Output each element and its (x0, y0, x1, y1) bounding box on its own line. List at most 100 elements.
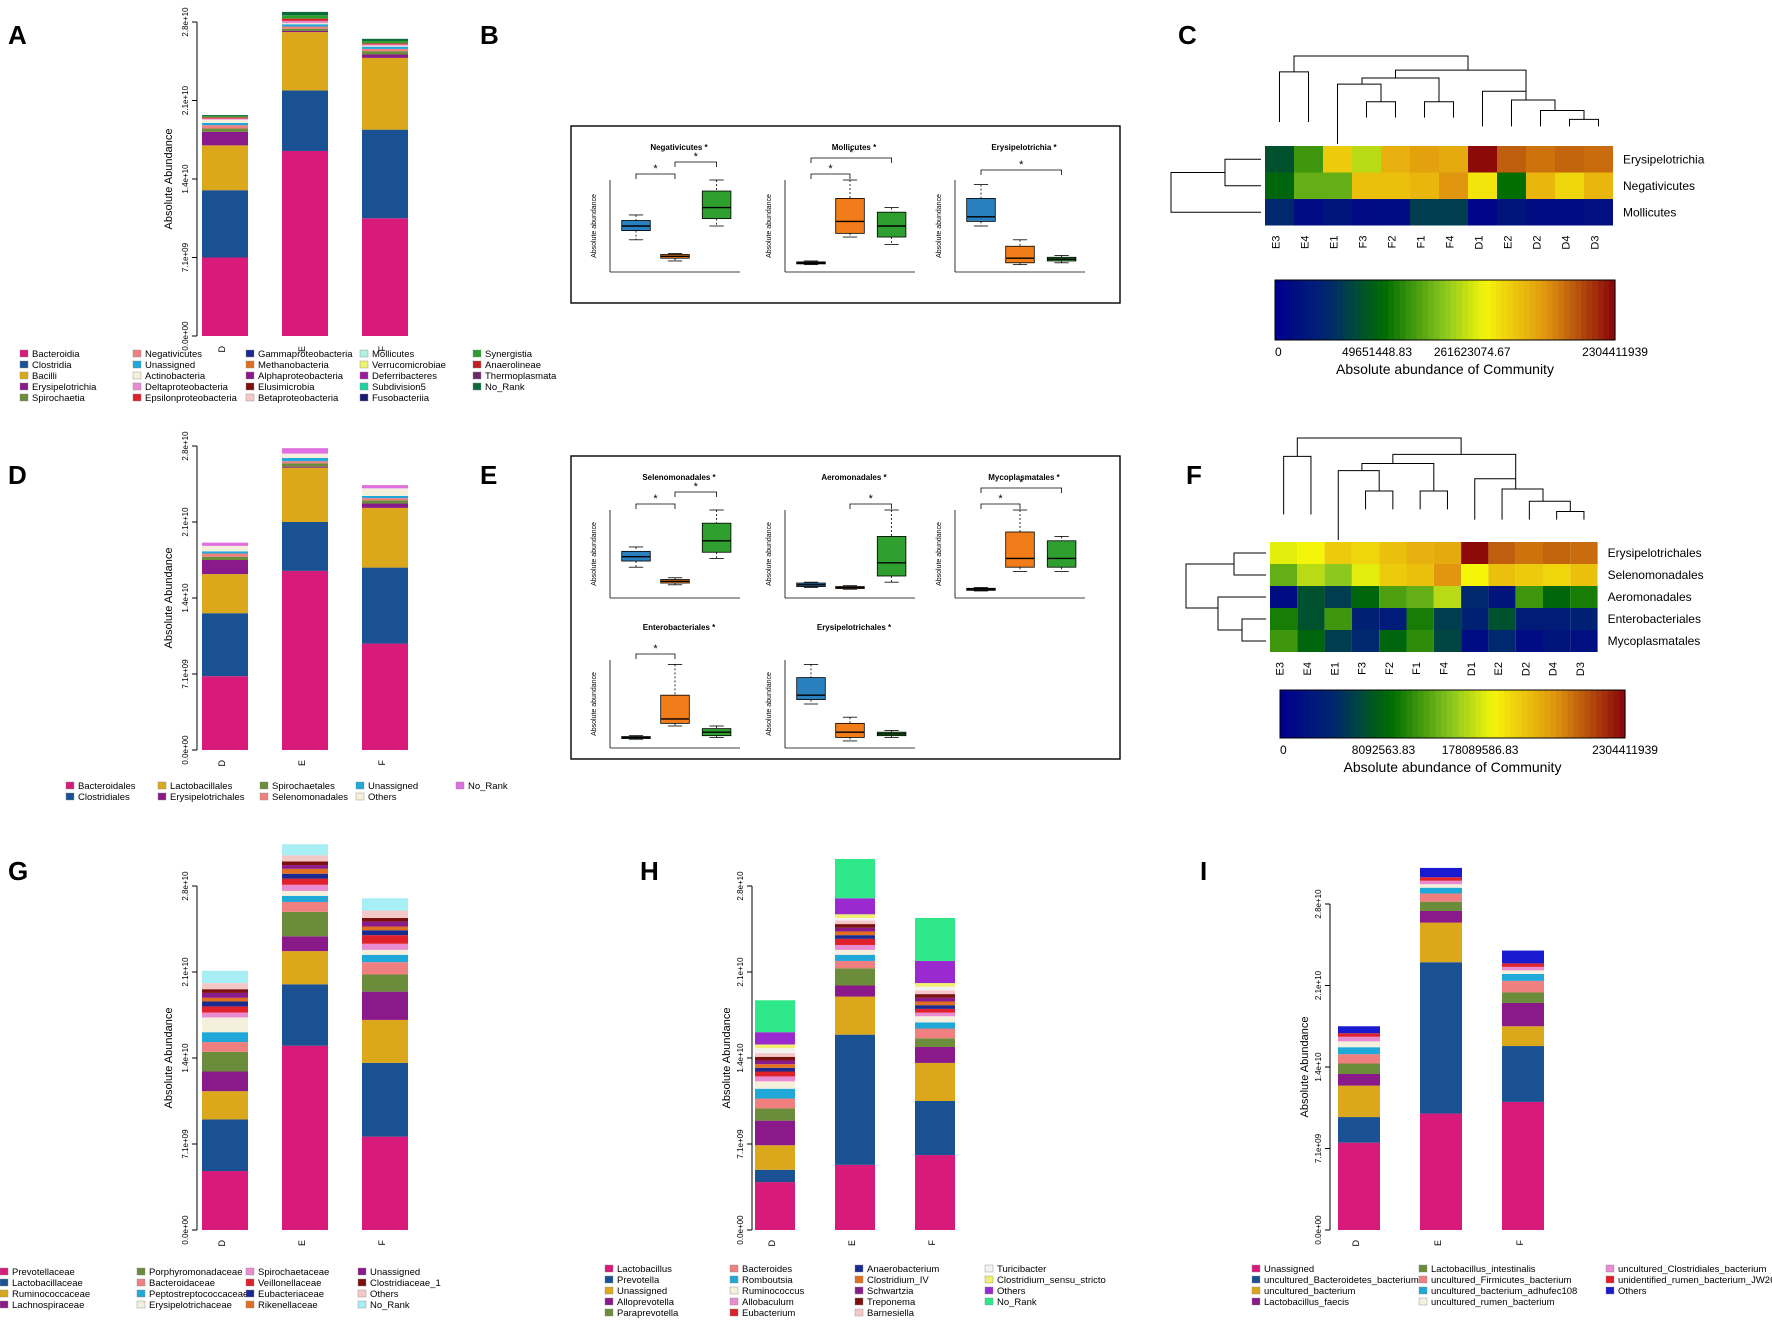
bar-segment (755, 1169, 795, 1183)
color-scale-step (1490, 280, 1497, 340)
heatmap-cell (1379, 586, 1407, 608)
color-scale-step (1388, 280, 1395, 340)
bar-segment (755, 1000, 795, 1033)
boxplot-title: Erysipelotrichales * (817, 623, 892, 632)
bar-segment (362, 51, 408, 55)
bar-segment (835, 898, 875, 915)
bar-segment (282, 30, 328, 33)
color-scale-step (1285, 690, 1293, 738)
dendrogram-branch (1419, 490, 1448, 510)
legend-label: Unassigned (145, 360, 195, 371)
y-tick-label: 1.4e+10 (181, 1043, 190, 1073)
heatmap-cell (1526, 172, 1555, 199)
heatmap-cell (1323, 146, 1352, 173)
bar-segment (1502, 973, 1544, 981)
color-scale-title: Absolute abundance of Community (1344, 759, 1562, 775)
dendrogram-branch (1365, 490, 1394, 510)
color-scale-step (1479, 280, 1486, 340)
bar-segment (1338, 1085, 1380, 1118)
heatmap-cell (1265, 172, 1294, 199)
panel-b-chart: Negativicutes *Absolute abundance**Molli… (570, 125, 1121, 304)
heatmap-cell (1406, 608, 1434, 630)
bar-segment (282, 463, 328, 467)
legend-label: Fusobacteriia (372, 393, 430, 404)
y-tick-label: 7.1e+09 (1314, 1133, 1323, 1163)
y-tick-label: 1.4e+10 (181, 164, 190, 194)
bar-segment (282, 865, 328, 869)
box (701, 190, 732, 220)
color-scale-frame (1279, 689, 1626, 739)
bar-segment (915, 1022, 955, 1029)
bar-segment (202, 145, 248, 191)
legend-label: Lactobacillaceae (12, 1278, 83, 1289)
y-axis-label: Absolute Abundance (163, 129, 175, 230)
heatmap-cell (1352, 146, 1381, 173)
legend-swatch (1251, 1275, 1261, 1284)
bar-segment (1420, 922, 1462, 963)
heatmap-cell (1488, 630, 1516, 652)
bar-segment (1502, 1101, 1544, 1230)
bar-segment (1420, 910, 1462, 923)
legend-label: Lactobacillales (170, 781, 233, 792)
bar-segment (1338, 1036, 1380, 1042)
color-scale-step (1275, 280, 1282, 340)
bar-segment (835, 944, 875, 950)
boxplot-subplot: Negativicutes * Absolute abundance * * (591, 143, 740, 273)
legend-swatch (19, 393, 29, 402)
color-scale-step (1590, 690, 1597, 738)
bar-segment (915, 1012, 955, 1017)
bar-segment (202, 1171, 248, 1230)
significance-bracket (674, 161, 717, 167)
panel-f-chart: Erysipelotrichales Selenomonadales Aeromon… (1185, 437, 1704, 775)
color-scale-step (1343, 690, 1350, 738)
legend-swatch (259, 781, 269, 790)
color-scale-label: 0 (1275, 345, 1282, 359)
heatmap-cell (1570, 542, 1598, 564)
color-scale-step (1464, 690, 1471, 738)
heatmap-cell (1265, 146, 1294, 173)
bar-segment (202, 613, 248, 677)
heatmap-cell (1270, 564, 1298, 586)
color-scale-step (1496, 280, 1503, 340)
box (701, 522, 732, 553)
bar-segment (1420, 880, 1462, 885)
color-scale-step (1422, 280, 1429, 340)
bar-segment (362, 41, 408, 44)
legend-label: Spirochaetia (32, 393, 86, 404)
legend-label: Thermoplasmata (485, 371, 557, 382)
bar-segment (755, 1120, 795, 1146)
panel-e-frame (570, 455, 1121, 760)
bar-segment (362, 643, 408, 750)
heatmap-cell (1406, 586, 1434, 608)
color-scale-step (1297, 690, 1304, 738)
x-tick-label: E (297, 346, 307, 352)
heatmap-cell (1515, 542, 1543, 564)
heatmap-col-label: D2 (1520, 662, 1532, 676)
heatmap-col-label: E2 (1503, 236, 1515, 249)
color-scale-step (1280, 280, 1287, 340)
color-scale-step (1569, 280, 1576, 340)
color-scale-step (1303, 280, 1310, 340)
color-scale-step (1456, 280, 1463, 340)
legend-swatch (157, 792, 167, 801)
legend-swatch (0, 1267, 9, 1276)
heatmap-cell (1381, 172, 1410, 199)
bar-segment (755, 1076, 795, 1082)
color-scale-step (1507, 280, 1514, 340)
color-scale-step (1504, 690, 1511, 738)
legend-swatch (854, 1286, 864, 1295)
bar-segment (915, 1008, 955, 1013)
legend-label: Anaerolineae (485, 360, 541, 371)
heatmap-cell (1468, 172, 1497, 199)
color-scale-step (1377, 690, 1385, 738)
heatmap-col-label: E4 (1300, 236, 1312, 249)
color-scale-step (1320, 690, 1327, 738)
panel-c-chart: Erysipelotrichia Negativicutes Mollicutes E… (1170, 55, 1705, 377)
heatmap-cell (1461, 586, 1489, 608)
color-scale-step (1303, 690, 1310, 738)
color-scale-step (1411, 280, 1418, 340)
bar-segment (755, 1032, 795, 1045)
significance-star: * (694, 481, 699, 493)
legend-swatch (245, 382, 255, 391)
legend-label: No_Rank (468, 781, 508, 792)
